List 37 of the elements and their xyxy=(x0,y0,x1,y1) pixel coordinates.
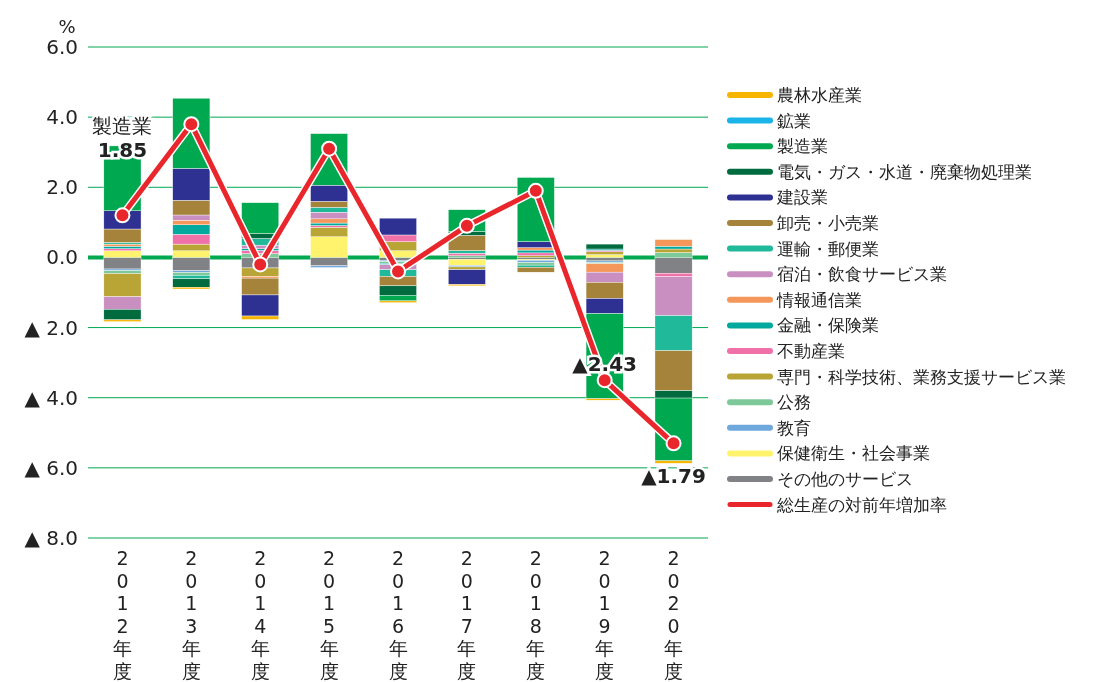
annotation: ▲1.79 xyxy=(641,463,706,488)
legend-label: 総生産の対前年増加率 xyxy=(776,494,947,515)
y-tick-label: 4.0 xyxy=(46,105,78,130)
legend-label: 鉱業 xyxy=(777,110,811,131)
x-tick-label: 2018年度 xyxy=(526,547,546,682)
x-tick-label: 2020年度 xyxy=(664,547,684,682)
x-tick-label: 2014年度 xyxy=(250,547,270,682)
legend-label: 卸売・小売業 xyxy=(777,213,879,233)
legend-label: 保健衛生・社会事業 xyxy=(777,443,930,464)
y-tick-label: 6.0 xyxy=(46,35,78,59)
legend-label: 製造業 xyxy=(777,136,828,157)
legend-label: 公務 xyxy=(777,392,811,413)
y-tick-label: ▲ 2.0 xyxy=(24,315,78,340)
y-tick-label: ▲ 8.0 xyxy=(24,526,78,550)
legend-label: 建設業 xyxy=(776,187,828,208)
legend-label: 情報通信業 xyxy=(776,289,862,310)
x-tick-label: 2015年度 xyxy=(319,547,339,682)
legend-label: 運輸・郵便業 xyxy=(777,238,879,259)
x-tick-label: 2017年度 xyxy=(457,547,477,682)
legend-label: その他のサービス xyxy=(777,469,913,489)
annotation: ▲2.43 xyxy=(572,352,638,377)
legend-label: 専門・科学技術、業務支援サービス業 xyxy=(777,366,1066,387)
y-tick-label: 0.0 xyxy=(46,245,78,270)
legend-label: 電気・ガス・水道・廃棄物処理業 xyxy=(777,161,1032,182)
legend-label: 教育 xyxy=(777,417,811,438)
y-axis-title: % xyxy=(58,16,76,37)
legend-label: 不動産業 xyxy=(777,341,845,361)
y-tick-label: ▲ 6.0 xyxy=(24,455,78,480)
x-tick-label: 2013年度 xyxy=(181,547,201,682)
x-tick-label: 2016年度 xyxy=(388,547,408,682)
y-tick-label: 2.0 xyxy=(46,175,78,200)
y-tick-label: ▲ 4.0 xyxy=(24,385,78,410)
x-tick-label: 2012年度 xyxy=(112,547,132,682)
legend-label: 金融・保険業 xyxy=(777,315,879,336)
x-tick-label: 2019年度 xyxy=(595,547,615,682)
legend-label: 宿泊・飲食サービス業 xyxy=(777,264,947,285)
legend-label: 農林水産業 xyxy=(777,85,862,105)
